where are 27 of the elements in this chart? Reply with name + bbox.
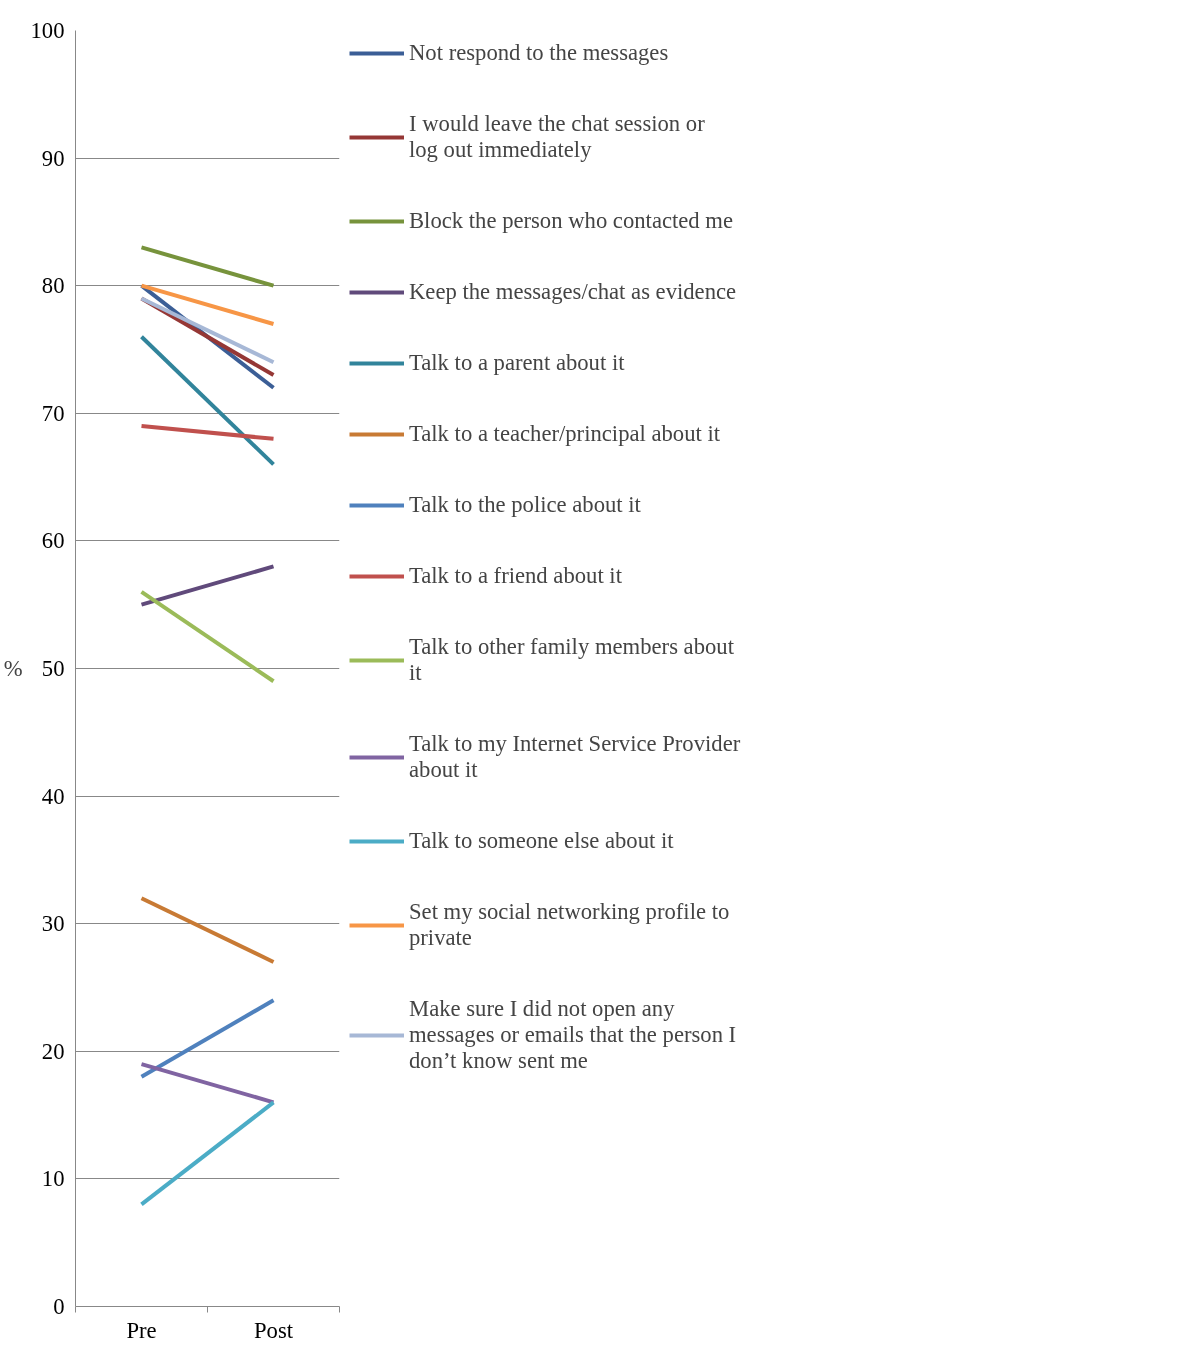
legend-label: I would leave the chat session or log out immediately [409,111,705,163]
legend-label: Talk to my Internet Service Provider about it [409,731,741,783]
legend-label: Make sure I did not open any messages or emails that the person I don’t know sent me [409,996,737,1074]
legend-label: Not respond to the messages [409,40,669,66]
legend-label: Talk to other family members about it [409,634,734,686]
y-tick-label: 60 [41,528,65,554]
legend-label: Talk to a friend about it [409,563,622,589]
y-axis-title: % [3,656,23,681]
x-tick-label: Post [253,1317,294,1343]
y-tick-label: 0 [53,1294,65,1319]
y-tick-label: 20 [41,1038,65,1064]
legend-label: Talk to a parent about it [409,350,625,376]
y-tick-label: 50 [41,656,65,681]
y-tick-label: 40 [41,783,65,809]
y-tick-label: 100 [30,18,65,43]
legend-label: Talk to a teacher/principal about it [409,421,721,447]
legend-label: Talk to someone else about it [409,828,674,854]
x-tick-label: Pre [126,1317,157,1343]
y-tick-label: 90 [41,145,65,171]
legend-label: Set my social networking profile to private [409,899,730,951]
y-tick-label: 10 [41,1166,65,1192]
y-tick-label: 30 [41,911,65,937]
y-tick-label: 80 [41,273,65,299]
legend-label: Keep the messages/chat as evidence [409,279,737,305]
legend-label: Block the person who contacted me [409,208,734,234]
legend-label: Talk to the police about it [409,492,641,518]
y-tick-label: 70 [41,400,65,426]
